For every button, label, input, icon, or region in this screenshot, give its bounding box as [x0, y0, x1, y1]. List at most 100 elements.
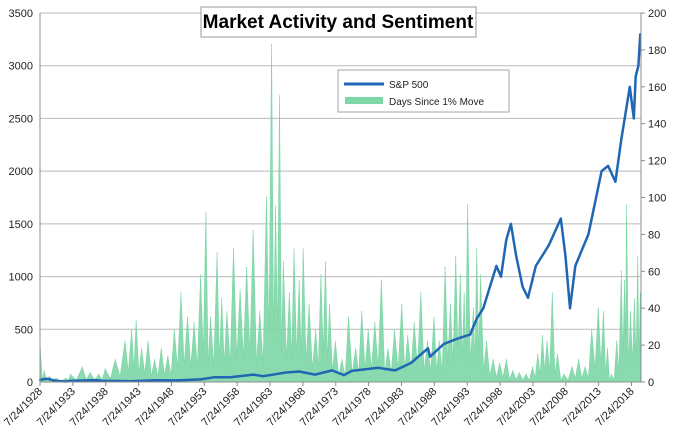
days-since-point	[546, 340, 548, 342]
days-since-point	[298, 279, 300, 282]
sp500-point	[600, 170, 603, 173]
days-since-point	[633, 298, 636, 300]
days-since-point	[393, 329, 396, 331]
days-since-point	[221, 298, 223, 300]
y-tick-label: 1500	[9, 219, 33, 231]
days-since-point	[315, 329, 317, 331]
y2-tick-label: 200	[648, 8, 666, 20]
days-since-point	[282, 261, 284, 263]
days-since-point	[387, 348, 389, 350]
sp500-point	[229, 376, 232, 379]
days-since-point	[571, 366, 573, 368]
sp500-point	[331, 369, 334, 372]
sp500-point	[637, 64, 640, 67]
days-since-point	[602, 311, 605, 313]
days-since-point	[624, 279, 626, 282]
days-since-point	[114, 359, 116, 361]
legend: S&P 500 Days Since 1% Move	[337, 69, 510, 113]
y2-tick-label: 40	[648, 303, 660, 315]
sp500-point	[505, 238, 508, 241]
days-since-point	[193, 322, 195, 324]
sp500-point	[499, 275, 503, 278]
gridlines	[40, 12, 641, 330]
days-since-point	[239, 289, 241, 291]
days-since-area-layer	[39, 43, 641, 383]
sp500-point	[475, 317, 478, 320]
days-since-point	[584, 366, 586, 368]
sp500-point	[426, 347, 430, 350]
sp500-point	[313, 373, 317, 376]
sp500-point	[394, 369, 397, 372]
legend-box	[337, 69, 510, 113]
sp500-point	[252, 373, 255, 376]
days-since-point	[147, 340, 149, 342]
days-since-point	[551, 292, 553, 294]
days-since-point	[492, 359, 494, 361]
sp500-point	[521, 286, 524, 289]
sp500-point	[212, 376, 215, 379]
days-since-point	[407, 335, 409, 337]
days-since-point	[43, 370, 45, 372]
sp500-point	[455, 337, 459, 340]
sp500-point	[46, 377, 49, 380]
days-since-point	[401, 303, 403, 306]
days-since-point	[541, 335, 544, 337]
sp500-point	[607, 164, 610, 167]
sp500-point	[469, 333, 472, 336]
sp500-point	[574, 264, 577, 268]
days-since-point	[449, 303, 451, 306]
days-since-point	[433, 316, 435, 318]
days-since-point	[308, 303, 310, 306]
days-since-point	[625, 204, 628, 206]
chart-title-box: Market Activity and Sentiment	[200, 6, 477, 38]
sp500-point	[634, 75, 637, 78]
sp500-point	[515, 254, 518, 257]
sp500-point	[628, 85, 631, 88]
sp500-point	[409, 361, 413, 365]
y2-tick-label: 140	[648, 119, 666, 131]
days-since-point	[81, 366, 83, 368]
days-since-point	[124, 340, 126, 342]
sp500-point	[620, 138, 623, 141]
sp500-line-layer	[38, 33, 642, 383]
days-since-point	[499, 363, 501, 365]
days-since-point	[512, 370, 514, 372]
sp500-point	[285, 371, 288, 374]
days-since-point	[173, 329, 175, 331]
days-since-point	[426, 340, 428, 342]
sp500-point	[614, 180, 617, 183]
y-tick-label: 500	[15, 324, 33, 336]
legend-label-sp500: S&P 500	[389, 80, 429, 91]
days-since-point	[302, 248, 304, 250]
days-since-point	[131, 329, 133, 331]
y-tick-label: 3000	[9, 61, 33, 73]
days-since-point	[505, 359, 507, 361]
y2-tick-label: 60	[648, 266, 660, 278]
days-since-point	[459, 274, 461, 276]
days-since-point	[420, 292, 422, 294]
days-since-point	[140, 348, 143, 350]
days-since-point	[355, 348, 357, 350]
y2-tick-label: 120	[648, 156, 666, 168]
days-since-point	[186, 316, 189, 318]
days-since-point	[444, 267, 446, 269]
sp500-point	[54, 379, 58, 382]
days-since-point	[154, 359, 156, 361]
sp500-point	[94, 379, 97, 382]
days-since-point	[578, 359, 580, 361]
days-since-point	[485, 340, 488, 342]
days-since-point	[597, 307, 599, 309]
sp500-point	[350, 369, 353, 372]
days-since-point	[480, 274, 482, 276]
sp500-point	[199, 378, 202, 381]
days-since-point	[629, 311, 632, 313]
days-since-point	[167, 355, 169, 357]
sp500-line	[39, 34, 642, 383]
sp500-point	[262, 375, 265, 378]
days-since-point	[380, 279, 382, 282]
sp500-point	[526, 296, 530, 299]
days-since-point	[341, 359, 343, 361]
y2-tick-label: 180	[648, 45, 666, 57]
sp500-point	[176, 379, 179, 382]
days-since-area	[40, 44, 641, 383]
